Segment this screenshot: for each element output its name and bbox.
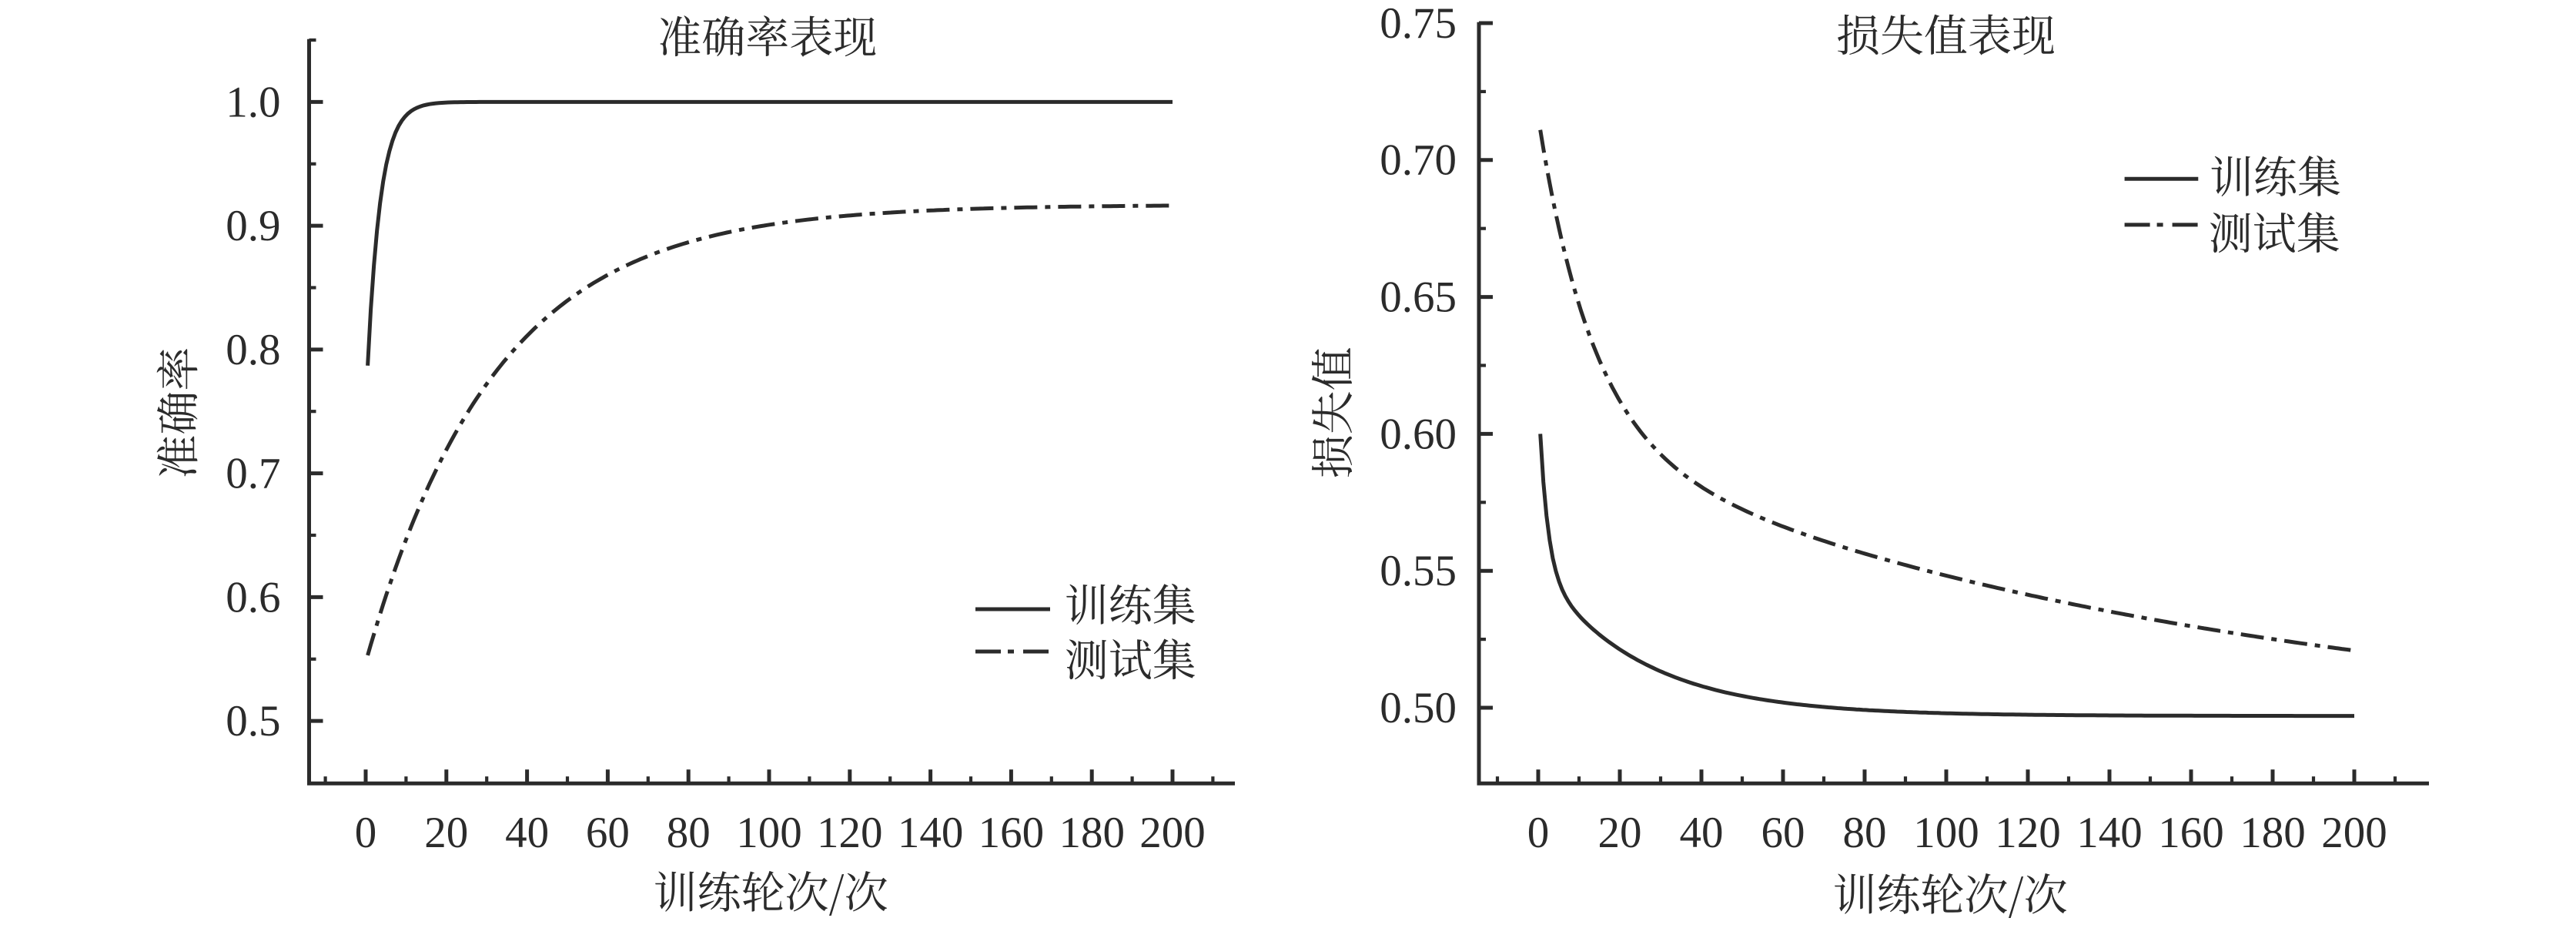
svg-text:120: 120 (817, 809, 883, 857)
svg-text:80: 80 (1843, 809, 1887, 857)
svg-text:60: 60 (586, 809, 630, 857)
svg-text:0: 0 (1527, 809, 1550, 857)
svg-text:200: 200 (2321, 809, 2387, 857)
svg-text:160: 160 (2158, 809, 2224, 857)
svg-text:140: 140 (898, 809, 964, 857)
svg-text:180: 180 (1059, 809, 1125, 857)
svg-text:0.9: 0.9 (226, 202, 280, 250)
svg-text:80: 80 (667, 809, 711, 857)
svg-text:0.65: 0.65 (1380, 273, 1457, 322)
svg-text:0.60: 0.60 (1380, 410, 1457, 458)
svg-text:0.55: 0.55 (1380, 547, 1457, 595)
svg-text:200: 200 (1139, 809, 1206, 857)
svg-text:0.70: 0.70 (1380, 136, 1457, 185)
svg-text:20: 20 (424, 809, 468, 857)
svg-text:0.5: 0.5 (226, 697, 280, 745)
svg-text:0.6: 0.6 (226, 573, 280, 621)
svg-text:160: 160 (979, 809, 1045, 857)
svg-text:0.50: 0.50 (1380, 684, 1457, 732)
svg-text:0.8: 0.8 (226, 326, 280, 374)
svg-text:40: 40 (1680, 809, 1724, 857)
svg-text:180: 180 (2240, 809, 2306, 857)
svg-text:100: 100 (1913, 809, 1979, 857)
svg-text:100: 100 (736, 809, 802, 857)
svg-text:40: 40 (505, 809, 549, 857)
svg-text:0.7: 0.7 (226, 450, 280, 498)
svg-text:140: 140 (2076, 809, 2143, 857)
svg-text:60: 60 (1761, 809, 1805, 857)
svg-text:20: 20 (1598, 809, 1642, 857)
svg-text:120: 120 (1995, 809, 2061, 857)
svg-text:0: 0 (355, 809, 377, 857)
svg-text:0.75: 0.75 (1380, 0, 1457, 48)
svg-text:1.0: 1.0 (226, 78, 280, 126)
